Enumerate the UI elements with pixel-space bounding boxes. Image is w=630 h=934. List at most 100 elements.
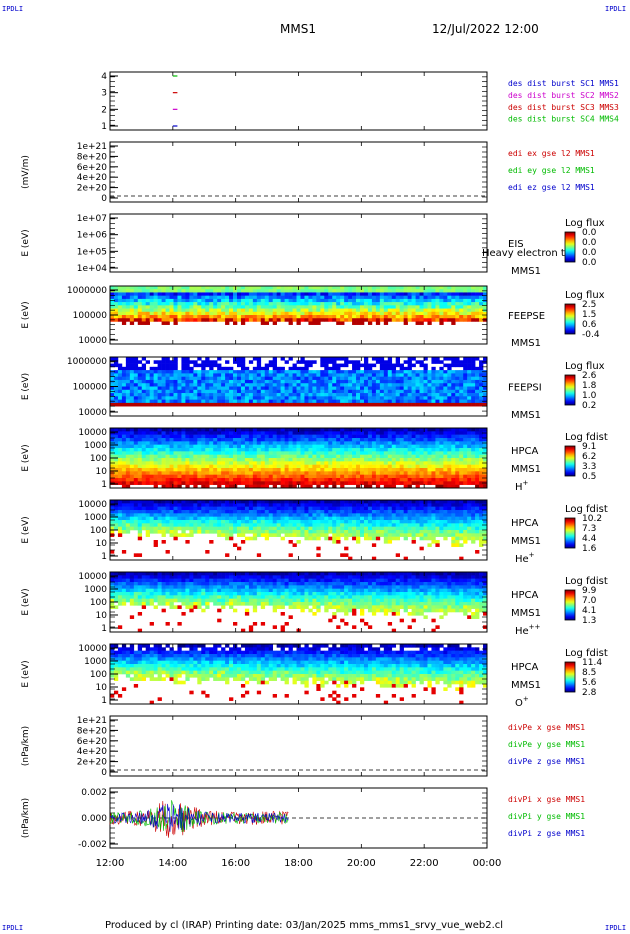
heatmap-cell xyxy=(371,471,377,475)
heatmap-cell xyxy=(161,379,166,384)
heatmap-cell xyxy=(221,503,226,507)
heatmap-cell xyxy=(367,431,373,435)
heatmap-cell xyxy=(312,468,317,472)
heatmap-cell xyxy=(383,393,389,397)
heatmap-cell xyxy=(451,434,456,439)
heatmap-cell xyxy=(177,516,182,521)
heatmap-cell xyxy=(149,396,154,400)
heatmap-cell xyxy=(268,526,274,531)
heatmap-cell xyxy=(375,441,381,445)
heatmap-cell xyxy=(475,386,480,391)
heatmap-cell xyxy=(233,431,238,435)
heatmap-cell xyxy=(213,464,218,469)
heatmap-cell xyxy=(141,500,147,504)
heatmap-cell xyxy=(467,373,472,377)
heatmap-cell xyxy=(375,376,381,381)
heatmap-cell xyxy=(435,370,440,374)
heatmap-cell xyxy=(260,441,266,445)
heatmap-cell xyxy=(479,448,484,452)
heatmap-cell xyxy=(344,434,349,439)
heatmap-cell xyxy=(268,376,274,381)
heatmap-cell xyxy=(340,386,345,391)
heatmap-cell xyxy=(157,389,162,394)
heatmap-cell xyxy=(121,461,127,465)
heatmap-cell xyxy=(177,513,182,517)
heatmap-cell xyxy=(304,318,309,322)
heatmap-cell xyxy=(471,389,476,394)
heatmap-cell xyxy=(336,441,341,445)
heatmap-cell xyxy=(141,461,147,465)
heatmap-cell xyxy=(189,471,194,475)
heatmap-cell xyxy=(268,389,274,394)
heatmap-cell xyxy=(221,389,226,394)
heatmap-cell xyxy=(395,454,400,459)
heatmap-cell xyxy=(407,434,412,439)
heatmap-cell xyxy=(387,464,393,469)
heatmap-cell xyxy=(141,438,147,442)
heatmap-cell xyxy=(292,370,297,374)
heatmap-cell xyxy=(415,464,420,469)
heatmap-cell xyxy=(483,357,488,361)
heatmap-cell xyxy=(312,376,317,381)
heatmap-cell xyxy=(324,530,329,534)
heatmap-cell xyxy=(129,308,135,313)
heatmap-cell xyxy=(483,386,488,391)
heatmap-cell xyxy=(137,428,143,432)
heatmap-cell xyxy=(467,451,472,455)
heatmap-cell xyxy=(236,546,242,551)
heatmap-cell xyxy=(483,286,488,290)
heatmap-cell xyxy=(312,311,317,316)
heatmap-cell xyxy=(264,468,270,472)
heatmap-cell xyxy=(304,516,309,521)
heatmap-cell xyxy=(209,510,214,514)
heatmap-cell xyxy=(407,302,412,306)
heatmap-cell xyxy=(133,523,139,527)
heatmap-cell xyxy=(137,448,143,452)
heatmap-cell xyxy=(308,396,313,400)
heatmap-cell xyxy=(129,471,135,475)
heatmap-cell xyxy=(125,315,131,319)
heatmap-cell xyxy=(284,520,289,524)
heatmap-cell xyxy=(296,516,301,521)
heatmap-cell xyxy=(383,298,389,303)
heatmap-cell xyxy=(252,513,258,517)
heatmap-cell xyxy=(356,454,361,459)
heatmap-cell xyxy=(205,516,210,521)
heatmap-cell xyxy=(248,503,254,507)
heatmap-cell xyxy=(272,370,277,374)
heatmap-cell xyxy=(225,510,230,514)
heatmap-cell xyxy=(399,451,404,455)
heatmap-cell xyxy=(209,458,214,462)
heatmap-cell xyxy=(145,402,150,407)
heatmap-cell xyxy=(240,481,246,485)
heatmap-cell xyxy=(467,454,472,459)
heatmap-cell xyxy=(229,389,234,394)
heatmap-cell xyxy=(165,431,170,435)
heatmap-cell xyxy=(328,357,333,361)
heatmap-cell xyxy=(423,399,428,404)
heatmap-cell xyxy=(129,513,135,517)
heatmap-cell xyxy=(248,464,254,469)
heatmap-cell xyxy=(344,471,349,475)
heatmap-cell xyxy=(455,383,460,387)
heatmap-cell xyxy=(292,481,297,485)
heatmap-cell xyxy=(185,520,190,524)
heatmap-cell xyxy=(475,454,480,459)
heatmap-cell xyxy=(256,530,262,534)
heatmap-cell xyxy=(161,484,166,489)
heatmap-cell xyxy=(117,526,123,531)
heatmap-cell xyxy=(252,286,258,290)
heatmap-cell xyxy=(161,292,166,296)
heatmap-cell xyxy=(268,454,274,459)
heatmap-cell xyxy=(141,451,147,455)
heatmap-cell xyxy=(161,286,166,290)
heatmap-cell xyxy=(233,373,238,377)
heatmap-cell xyxy=(201,451,206,455)
heatmap-cell xyxy=(407,315,412,319)
heatmap-cell xyxy=(221,292,226,296)
heatmap-cell xyxy=(451,373,456,377)
heatmap-cell xyxy=(459,305,464,309)
heatmap-cell xyxy=(165,389,170,394)
heatmap-cell xyxy=(356,478,361,482)
heatmap-cell xyxy=(233,399,238,404)
